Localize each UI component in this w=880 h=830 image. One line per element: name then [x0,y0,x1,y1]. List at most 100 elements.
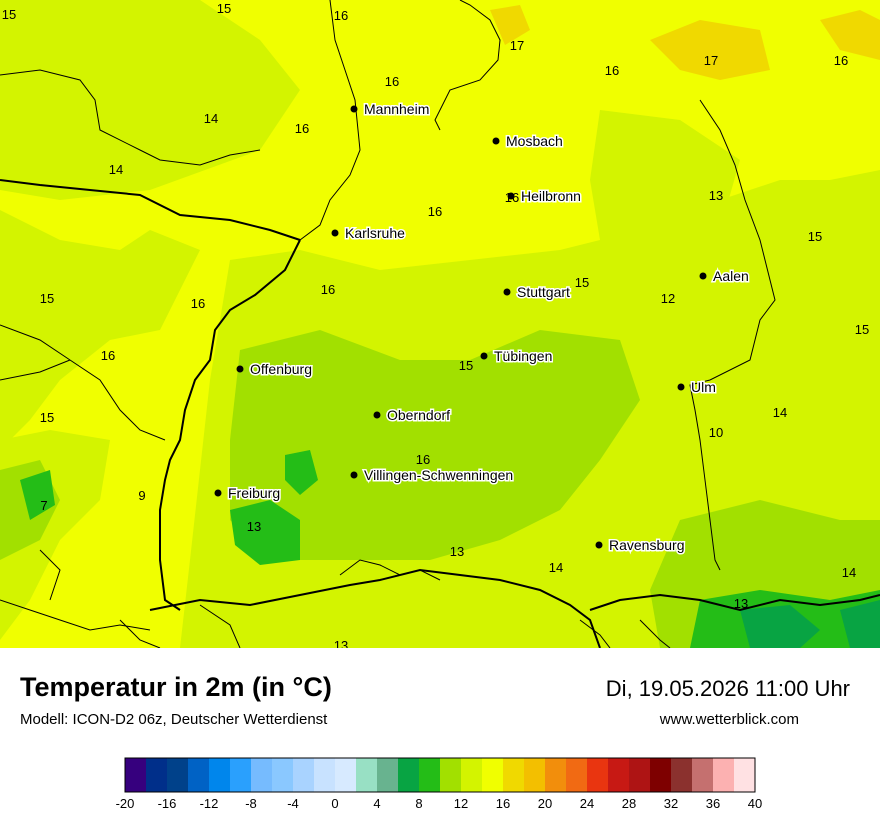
forecast-datetime: Di, 19.05.2026 11:00 Uhr [605,676,850,701]
legend-swatch [188,758,210,792]
legend-swatch [713,758,735,792]
temperature-value: 17 [704,53,718,68]
legend-swatch [377,758,399,792]
legend-swatch [356,758,378,792]
legend-swatch [293,758,315,792]
legend-swatch [734,758,756,792]
legend-swatch [587,758,609,792]
temperature-value: 15 [40,410,54,425]
legend-tick-label: 32 [664,796,678,811]
temperature-value: 15 [459,358,473,373]
city-label: Oberndorf [387,407,450,423]
temperature-value: 13 [334,638,348,648]
website-link[interactable]: www.wetterblick.com [659,711,799,728]
legend-swatch [524,758,546,792]
city-dot [350,471,358,479]
legend-tick-labels: -20 -16 -12 -8 -4 0 4 8 12 16 20 24 28 32 36 40 [116,796,763,811]
city-dot [503,288,511,296]
temperature-value: 14 [773,405,787,420]
temperature-value: 10 [709,425,723,440]
city-label: Freiburg [228,485,280,501]
legend-swatch [335,758,357,792]
temperature-labels: 15 15 16 17 16 17 16 16 14 16 14 16 13 16 15 15 16 16 12 15… [2,1,869,648]
legend-swatch [461,758,483,792]
temperature-field [0,0,880,648]
city-dot [595,541,603,549]
legend-tick-label: 16 [496,796,510,811]
city-markers: Mannheim Mosbach Heilbronn Karlsruhe Stuttga… [214,100,750,555]
legend-swatch [545,758,567,792]
legend-swatch [629,758,651,792]
legend-swatch [440,758,462,792]
city-label: Tübingen [494,348,552,364]
city-label: Mannheim [364,101,429,117]
temperature-value: 13 [709,188,723,203]
city-label: Mosbach [506,133,563,149]
city-dot [214,489,222,497]
temperature-value: 16 [605,63,619,78]
legend-swatch [566,758,588,792]
city-label: Aalen [713,268,749,284]
legend-swatch [209,758,231,792]
temperature-value: 16 [101,348,115,363]
legend-tick-label: -12 [200,796,219,811]
legend-swatch [314,758,336,792]
temperature-value: 16 [834,53,848,68]
temperature-value: 13 [450,544,464,559]
legend-tick-label: 8 [415,796,422,811]
temperature-map: 15 15 16 17 16 17 16 16 14 16 14 16 13 16 15 15 16 16 12 15… [0,0,880,648]
city-dot [507,192,515,200]
temperature-value: 15 [2,7,16,22]
city-label: Villingen-Schwenningen [364,467,513,483]
temperature-value: 14 [204,111,218,126]
temperature-value: 16 [295,121,309,136]
legend-swatch [482,758,504,792]
city-dot [236,365,244,373]
legend-tick-label: 20 [538,796,552,811]
legend-tick-label: -8 [245,796,257,811]
legend-swatches [124,757,756,793]
city-label: Stuttgart [517,284,570,300]
legend-border [124,757,756,793]
temperature-value: 15 [855,322,869,337]
temperature-value: 17 [510,38,524,53]
city-label: Offenburg [250,361,312,377]
legend-tick-label: 12 [454,796,468,811]
legend-tick-label: 4 [373,796,380,811]
legend-swatch [146,758,168,792]
page-title: Temperatur in 2m (in °C) [20,672,332,702]
temperature-value: 12 [661,291,675,306]
legend-swatch [692,758,714,792]
temperature-value: 14 [842,565,856,580]
legend-swatch [398,758,420,792]
legend-tick-label: 24 [580,796,594,811]
legend-tick-label: 0 [331,796,338,811]
temperature-value: 16 [321,282,335,297]
temperature-value: 9 [138,488,145,503]
city-label: Heilbronn [521,188,581,204]
legend-tick-label: -4 [287,796,299,811]
color-scale-legend: -20 -16 -12 -8 -4 0 4 8 12 16 20 24 28 32 36 40 [116,757,763,811]
city-dot [677,383,685,391]
temperature-value: 15 [217,1,231,16]
temperature-value: 16 [416,452,430,467]
temperature-value: 14 [549,560,563,575]
temperature-value: 16 [428,204,442,219]
model-source: Modell: ICON-D2 06z, Deutscher Wetterdie… [20,711,328,728]
temperature-value: 15 [40,291,54,306]
city-dot [350,105,358,113]
city-label: Ulm [691,379,716,395]
city-dot [699,272,707,280]
legend-tick-label: 36 [706,796,720,811]
legend-swatch [167,758,189,792]
city-dot [480,352,488,360]
legend-swatch [251,758,273,792]
legend-swatch [503,758,525,792]
temperature-value: 13 [247,519,261,534]
state-borders [0,0,776,571]
city-label: Ravensburg [609,537,685,553]
temperature-value: 7 [40,498,47,513]
legend-swatch [608,758,630,792]
temperature-value: 13 [734,596,748,611]
region-outlines [0,549,671,648]
